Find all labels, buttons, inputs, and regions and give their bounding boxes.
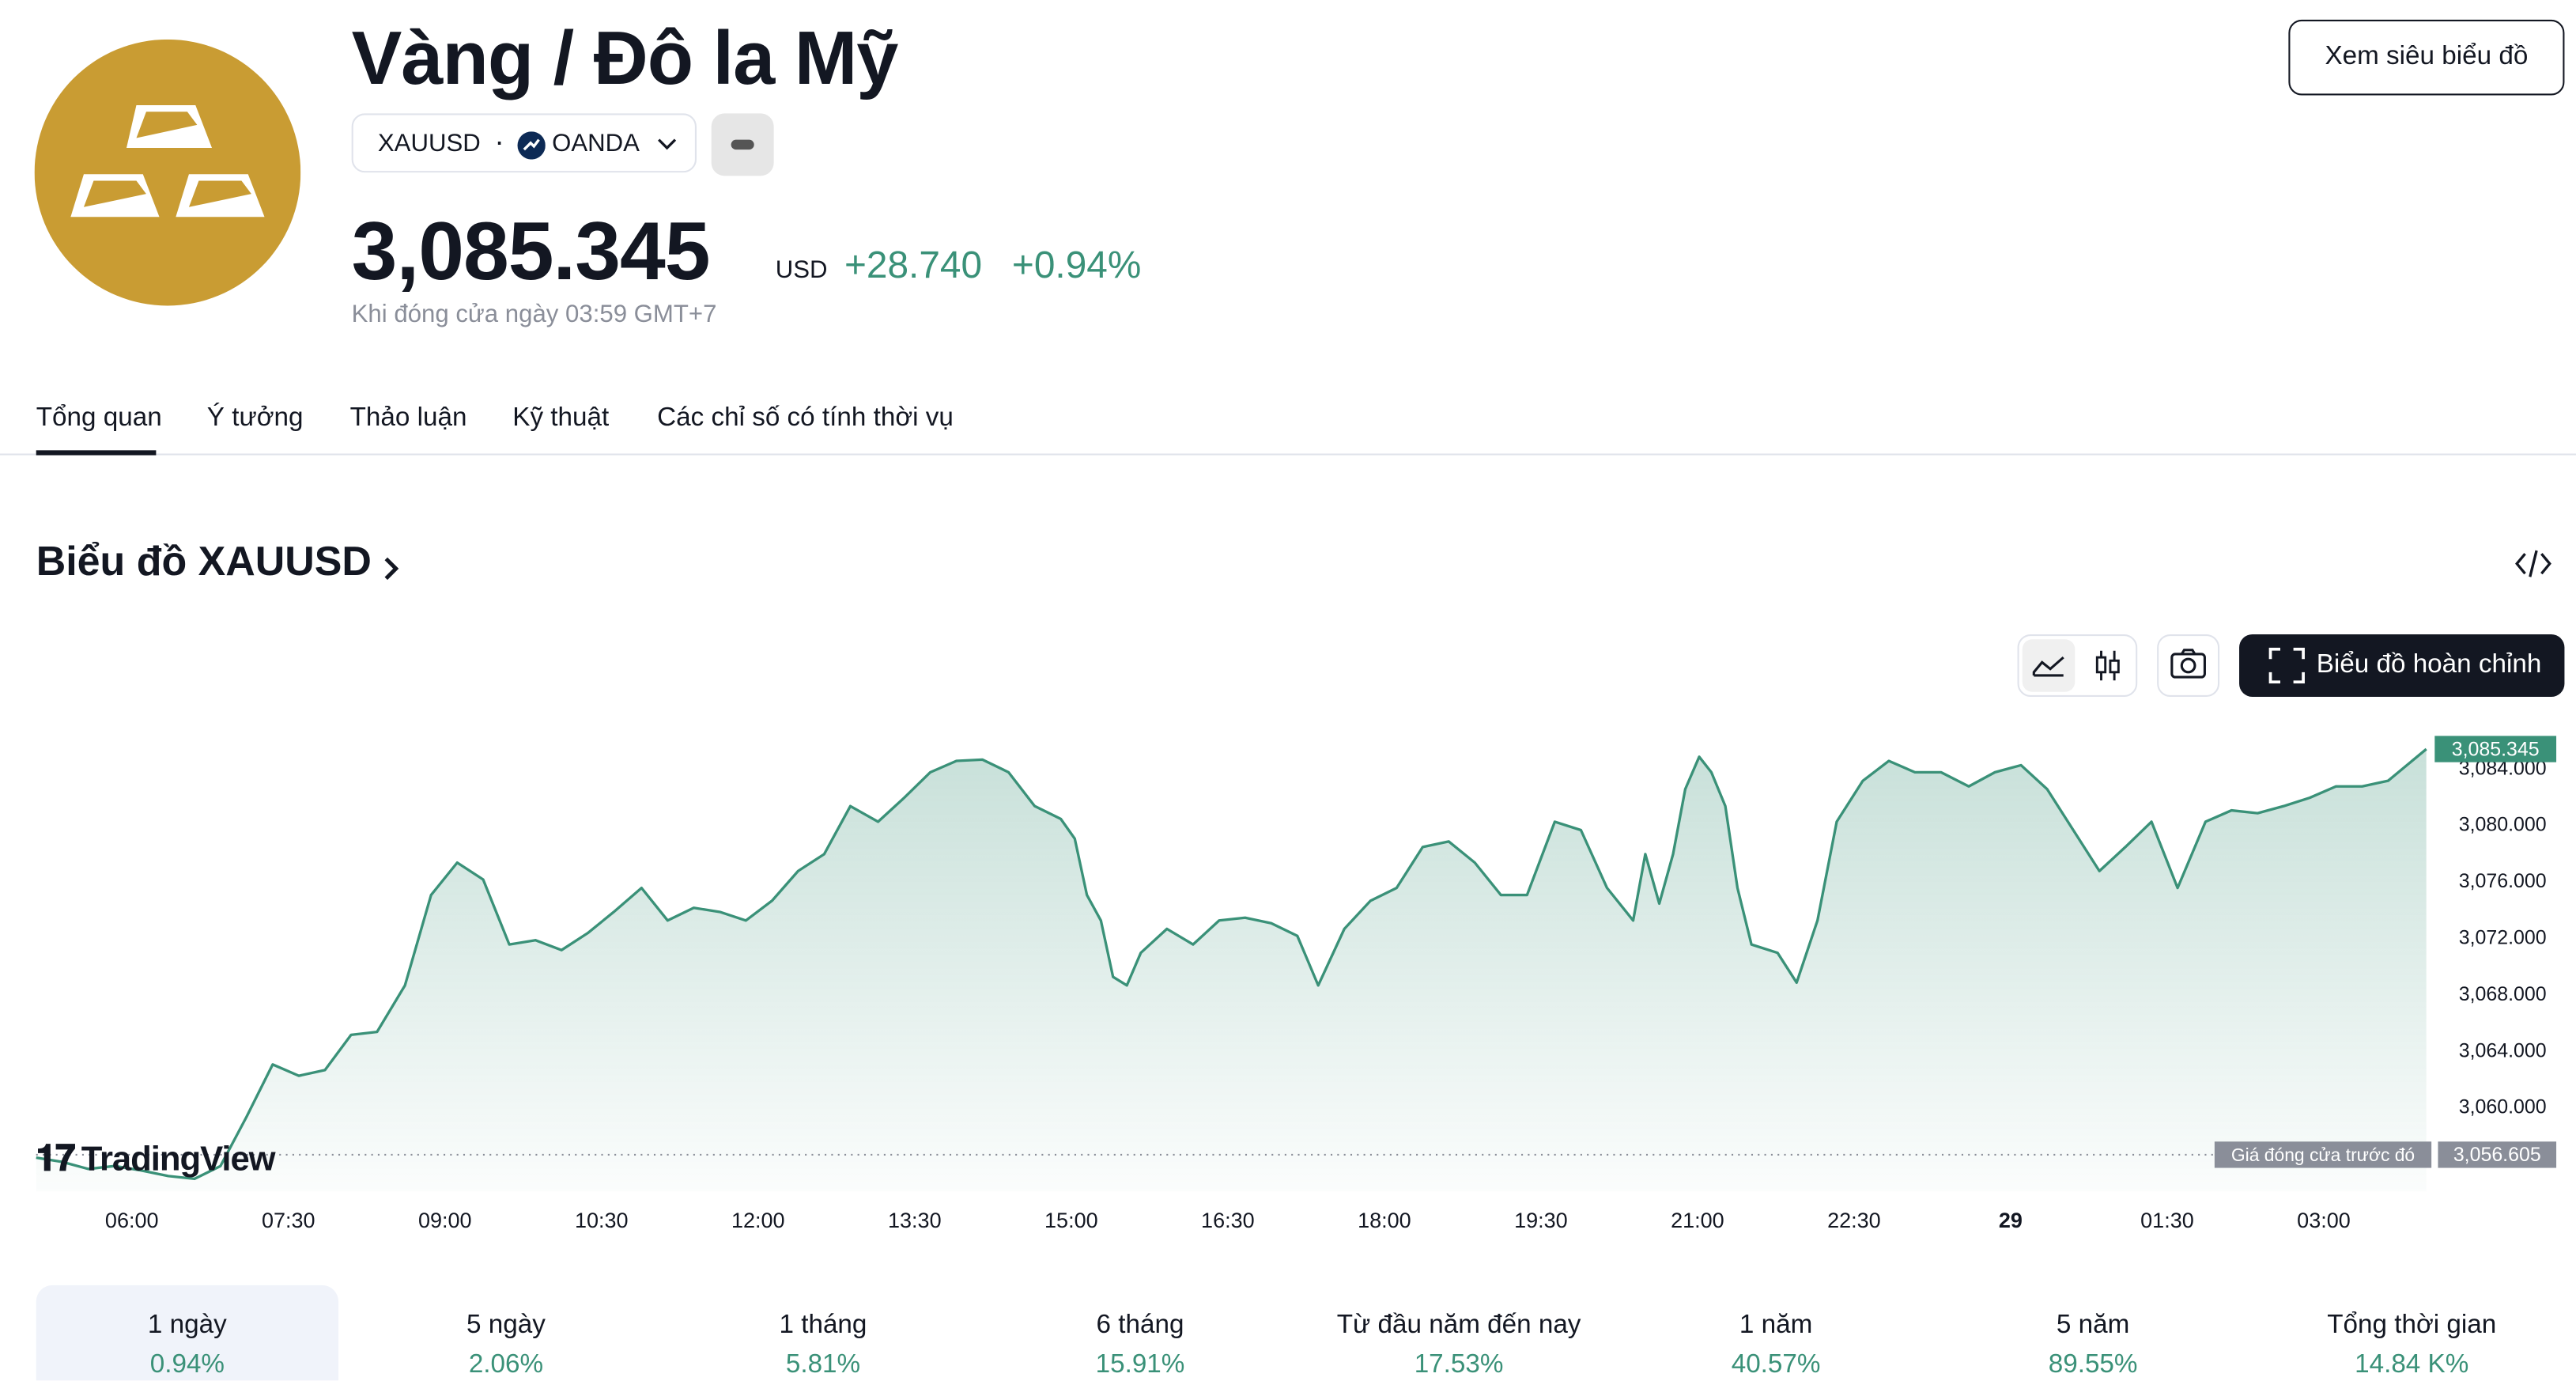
x-tick-label: 13:30 [888,1209,942,1232]
x-tick-label: 03:00 [2297,1209,2351,1232]
tab[interactable]: Các chỉ số có tính thời vụ [657,404,954,433]
price: 3,085.345 [351,205,711,298]
x-tick-label: 12:00 [731,1209,785,1232]
separator: · [494,124,504,158]
embed-icon[interactable] [2514,547,2553,581]
period-change: 14.84 K% [2355,1350,2469,1379]
tab[interactable]: Thảo luận [349,404,467,433]
snapshot-button[interactable] [2157,634,2220,697]
period: 5 năm [2056,1311,2130,1340]
x-tick-label: 18:00 [1358,1209,1411,1232]
y-tick-label: 3,068.000 [2459,983,2547,1005]
x-tick-label: 19:30 [1514,1209,1568,1232]
x-tick-label: 16:30 [1201,1209,1255,1232]
y-tick-label: 3,076.000 [2459,870,2547,892]
tab-underline [36,450,157,456]
x-tick-label: 09:00 [418,1209,472,1232]
logo [34,39,301,306]
line-chart-button[interactable] [2022,639,2076,692]
period: 5 ngày [466,1311,546,1340]
y-tick-label: 3,080.000 [2459,814,2547,836]
tab[interactable]: Ý tưởng [206,404,304,433]
period-change: 17.53% [1414,1350,1504,1379]
period-change: 15.91% [1095,1350,1185,1379]
tab[interactable]: Kỹ thuật [512,404,610,433]
full-chart-label: Biểu đồ hoàn chỉnh [2316,650,2542,679]
brand: 𝟏𝟕 TradingView [36,1137,276,1180]
chevron [658,138,677,150]
exchange: OANDA [552,130,640,158]
price-line [36,747,2427,1181]
collapse-button[interactable] [711,113,774,176]
period: Từ đầu năm đến nay [1336,1311,1581,1340]
prev-close-name: Giá đóng cửa trước đó [2231,1145,2415,1165]
tab[interactable]: Tổng quan [36,404,162,433]
change-percent: +0.94% [1011,243,1142,286]
period-change: 89.55% [2048,1350,2138,1379]
period: 1 ngày [147,1311,227,1340]
tab-divider [0,453,2576,456]
period: Tổng thời gian [2327,1311,2497,1340]
x-tick-label: 10:30 [575,1209,629,1232]
symbol-selector[interactable]: XAUUSD · OANDA [351,113,697,173]
minus-icon [731,139,754,150]
change: +28.740 [844,243,983,286]
y-tick-label: 3,072.000 [2459,926,2547,948]
area [36,749,2427,1192]
camera-icon [2170,649,2206,679]
x-tick-label: 22:30 [1827,1209,1881,1232]
period-change: 40.57% [1731,1350,1821,1379]
section-title[interactable]: Biểu đồ XAUUSD [36,539,372,585]
brand-icon: 𝟏𝟕 [36,1137,76,1179]
fullscreen-icon [2268,647,2305,684]
price-tag-label: 3,085.345 [2452,738,2540,760]
chart: 3,060.000 3,064.000 3,068.000 3,072.000 3,07… [36,736,2557,1232]
candle-chart-button[interactable] [2082,639,2134,691]
period-change: 2.06% [468,1350,544,1379]
prev-close-name-box [2214,1141,2432,1168]
exchange-icon [517,131,546,160]
x-tick-label: 15:00 [1044,1209,1098,1232]
section-arrow [384,557,399,581]
prev-close-label: 3,056.605 [2453,1144,2541,1166]
period: 1 năm [1739,1311,1813,1340]
period-change: 0.94% [149,1350,225,1379]
x-tick-label: 21:00 [1671,1209,1724,1232]
x-tick-label: 01:30 [2140,1209,2194,1232]
price-tag [2434,736,2557,762]
symbol: XAUUSD [377,130,481,158]
title: Vàng / Đô la Mỹ [351,14,899,100]
supercharts-button[interactable]: Xem siêu biểu đồ [2288,19,2565,96]
status: Khi đóng cửa ngày 03:59 GMT+7 [351,301,717,329]
chart-type-group [2017,634,2138,697]
period: 6 tháng [1096,1311,1184,1340]
x-tick-label: 07:30 [262,1209,315,1232]
x-tick-label: 29 [1999,1209,2023,1232]
period: 1 tháng [779,1311,867,1340]
currency: USD [775,256,828,285]
y-tick-label: 3,064.000 [2459,1039,2547,1061]
prev-close-box [2438,1141,2557,1168]
full-chart-button[interactable]: Biểu đồ hoàn chỉnh [2239,634,2565,697]
period-highlight [36,1285,339,1381]
brand-name: TradingView [81,1140,276,1179]
y-tick-label: 3,060.000 [2459,1096,2547,1118]
line-icon [2032,656,2064,677]
x-tick-label: 06:00 [105,1209,159,1232]
period-change: 5.81% [785,1350,861,1379]
